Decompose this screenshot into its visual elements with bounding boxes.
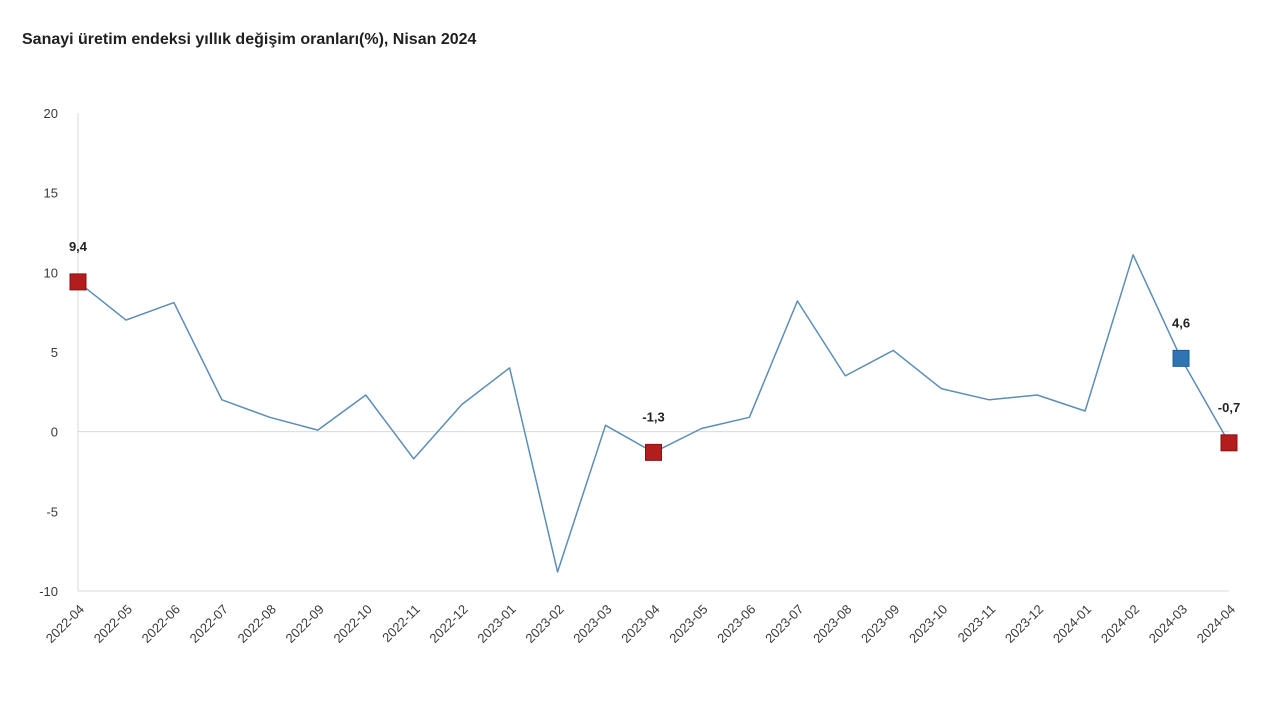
x-tick-label: 2022-05 — [91, 602, 135, 646]
data-label: 9,4 — [69, 239, 88, 254]
x-tick-label: 2023-12 — [1002, 602, 1046, 646]
x-tick-label: 2023-10 — [906, 602, 950, 646]
x-tick-label: 2023-03 — [570, 602, 614, 646]
x-tick-label: 2023-07 — [762, 602, 806, 646]
chart-title: Sanayi üretim endeksi yıllık değişim ora… — [22, 31, 477, 48]
x-tick-label: 2023-06 — [714, 602, 758, 646]
x-tick-label: 2023-02 — [522, 602, 566, 646]
data-labels: 9,4 -1,3 4,6 -0,7 — [69, 239, 1240, 424]
x-tick-label: 2023-09 — [858, 602, 902, 646]
x-tick-label: 2024-03 — [1146, 602, 1190, 646]
y-tick-label: 10 — [44, 265, 58, 280]
y-tick-label: 0 — [51, 425, 58, 440]
highlight-marker — [1172, 349, 1190, 367]
y-tick-label: 15 — [44, 186, 58, 201]
x-tick-label: 2022-06 — [139, 602, 183, 646]
x-tick-label: 2022-11 — [379, 602, 423, 646]
y-tick-label: -10 — [39, 584, 58, 599]
x-tick-label: 2022-07 — [187, 602, 231, 646]
x-tick-label: 2023-01 — [474, 602, 518, 646]
highlight-markers — [69, 273, 1238, 461]
data-label: -0,7 — [1218, 400, 1240, 415]
highlight-marker — [1220, 434, 1238, 452]
y-tick-label: -5 — [46, 504, 58, 519]
y-axis-ticks: 20 15 10 5 0 -5 -10 — [39, 106, 58, 599]
highlight-marker — [69, 273, 87, 291]
x-tick-label: 2023-11 — [955, 602, 999, 646]
x-tick-label: 2023-05 — [666, 602, 710, 646]
x-tick-label: 2022-08 — [235, 602, 279, 646]
axes — [77, 113, 1229, 592]
y-tick-label: 5 — [51, 345, 58, 360]
x-axis-ticks: 2022-04 2022-05 2022-06 2022-07 2022-08 2022-… — [43, 602, 1238, 646]
x-tick-label: 2023-04 — [618, 602, 662, 646]
x-tick-label: 2024-01 — [1050, 602, 1094, 646]
highlight-marker — [645, 443, 662, 461]
x-tick-label: 2022-12 — [426, 602, 470, 646]
x-tick-label: 2023-08 — [810, 602, 854, 646]
x-tick-label: 2022-09 — [283, 602, 327, 646]
x-tick-label: 2024-02 — [1098, 602, 1142, 646]
x-tick-label: 2024-04 — [1194, 602, 1238, 646]
data-label: -1,3 — [642, 409, 664, 424]
y-tick-label: 20 — [44, 106, 58, 121]
x-tick-label: 2022-04 — [43, 602, 87, 646]
data-label: 4,6 — [1172, 315, 1190, 330]
x-tick-label: 2022-10 — [331, 602, 375, 646]
